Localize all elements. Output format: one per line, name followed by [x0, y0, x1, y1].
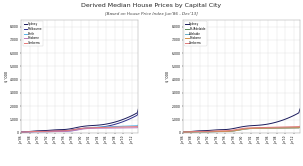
Brisbane	[298, 126, 302, 128]
Line: Adelaide: Adelaide	[183, 127, 300, 132]
Melbourne	[19, 131, 23, 133]
Sydney	[208, 129, 211, 131]
Line: Sydney: Sydney	[183, 109, 300, 132]
Brisbane	[19, 131, 23, 133]
Sydney	[88, 125, 91, 127]
Line: Canberra: Canberra	[183, 126, 300, 132]
Legend: Sydney, Br./Adelaide, Adelaide, Brisbane, Canberra: Sydney, Br./Adelaide, Adelaide, Brisbane…	[184, 21, 207, 46]
Br./Adelaide	[208, 131, 211, 133]
Brisbane	[74, 129, 77, 131]
Canberra	[294, 126, 298, 128]
Melbourne	[63, 130, 67, 132]
Sydney	[63, 128, 67, 130]
Adelaide	[211, 131, 215, 133]
Canberra	[211, 130, 215, 132]
Sydney	[132, 114, 136, 116]
Sydney	[225, 128, 228, 130]
Brisbane	[225, 130, 228, 132]
Canberra	[63, 130, 67, 132]
Canberra	[19, 131, 23, 133]
Melbourne	[74, 128, 77, 130]
Sydney	[46, 129, 50, 131]
Line: Melbourne: Melbourne	[21, 112, 138, 132]
Br./Adelaide	[235, 129, 239, 131]
Brisbane	[208, 131, 211, 133]
Canberra	[208, 130, 211, 132]
Adelaide	[294, 127, 298, 129]
Canberra	[49, 130, 53, 132]
Brisbane	[137, 126, 140, 128]
Canberra	[298, 125, 302, 127]
Brisbane	[181, 131, 185, 133]
Line: Perth: Perth	[21, 125, 138, 132]
Melbourne	[49, 130, 53, 132]
Sydney	[74, 127, 77, 129]
Brisbane	[46, 131, 50, 133]
Brisbane	[211, 131, 215, 133]
Brisbane	[49, 131, 53, 133]
Canberra	[88, 127, 91, 129]
Adelaide	[298, 126, 302, 128]
Sydney	[19, 131, 23, 133]
Line: Canberra: Canberra	[21, 126, 138, 132]
Sydney	[235, 127, 239, 129]
Br./Adelaide	[225, 130, 228, 132]
Perth	[63, 130, 67, 132]
Sydney	[211, 129, 215, 131]
Perth	[19, 131, 23, 133]
Perth	[137, 124, 140, 126]
Melbourne	[137, 111, 140, 113]
Br./Adelaide	[211, 131, 215, 133]
Melbourne	[132, 116, 136, 118]
Br./Adelaide	[249, 127, 253, 129]
Adelaide	[235, 129, 239, 131]
Sydney	[49, 129, 53, 131]
Adelaide	[208, 131, 211, 133]
Perth	[49, 131, 53, 133]
Sydney	[137, 108, 140, 110]
Canberra	[225, 130, 228, 132]
Text: Derived Median House Prices by Capital City: Derived Median House Prices by Capital C…	[82, 3, 221, 8]
Y-axis label: $ '000: $ '000	[166, 71, 170, 82]
Br./Adelaide	[181, 131, 185, 133]
Y-axis label: $ '000: $ '000	[4, 71, 8, 82]
Sydney	[249, 125, 253, 127]
Canberra	[132, 126, 136, 128]
Text: [Based on House Price Index Jun'86 - Dec'13]: [Based on House Price Index Jun'86 - Dec…	[105, 12, 198, 16]
Adelaide	[249, 128, 253, 130]
Adelaide	[181, 131, 185, 133]
Brisbane	[88, 127, 91, 129]
Legend: Sydney, Melbourne, Perth, Brisbane, Canberra: Sydney, Melbourne, Perth, Brisbane, Canb…	[23, 21, 43, 46]
Brisbane	[294, 127, 298, 129]
Sydney	[298, 108, 302, 110]
Br./Adelaide	[298, 126, 302, 128]
Canberra	[46, 130, 50, 132]
Brisbane	[235, 129, 239, 131]
Perth	[74, 129, 77, 131]
Line: Brisbane: Brisbane	[183, 127, 300, 132]
Sydney	[294, 114, 298, 116]
Brisbane	[63, 130, 67, 132]
Canberra	[137, 125, 140, 127]
Sydney	[181, 131, 185, 133]
Perth	[46, 131, 50, 133]
Canberra	[74, 128, 77, 130]
Perth	[132, 125, 136, 127]
Brisbane	[249, 127, 253, 129]
Line: Br./Adelaide: Br./Adelaide	[183, 127, 300, 132]
Perth	[88, 127, 91, 129]
Melbourne	[88, 127, 91, 129]
Brisbane	[132, 127, 136, 129]
Line: Brisbane: Brisbane	[21, 127, 138, 132]
Br./Adelaide	[294, 127, 298, 129]
Canberra	[235, 128, 239, 130]
Line: Sydney: Sydney	[21, 109, 138, 132]
Canberra	[181, 131, 185, 133]
Adelaide	[225, 130, 228, 132]
Canberra	[249, 127, 253, 129]
Melbourne	[46, 130, 50, 132]
